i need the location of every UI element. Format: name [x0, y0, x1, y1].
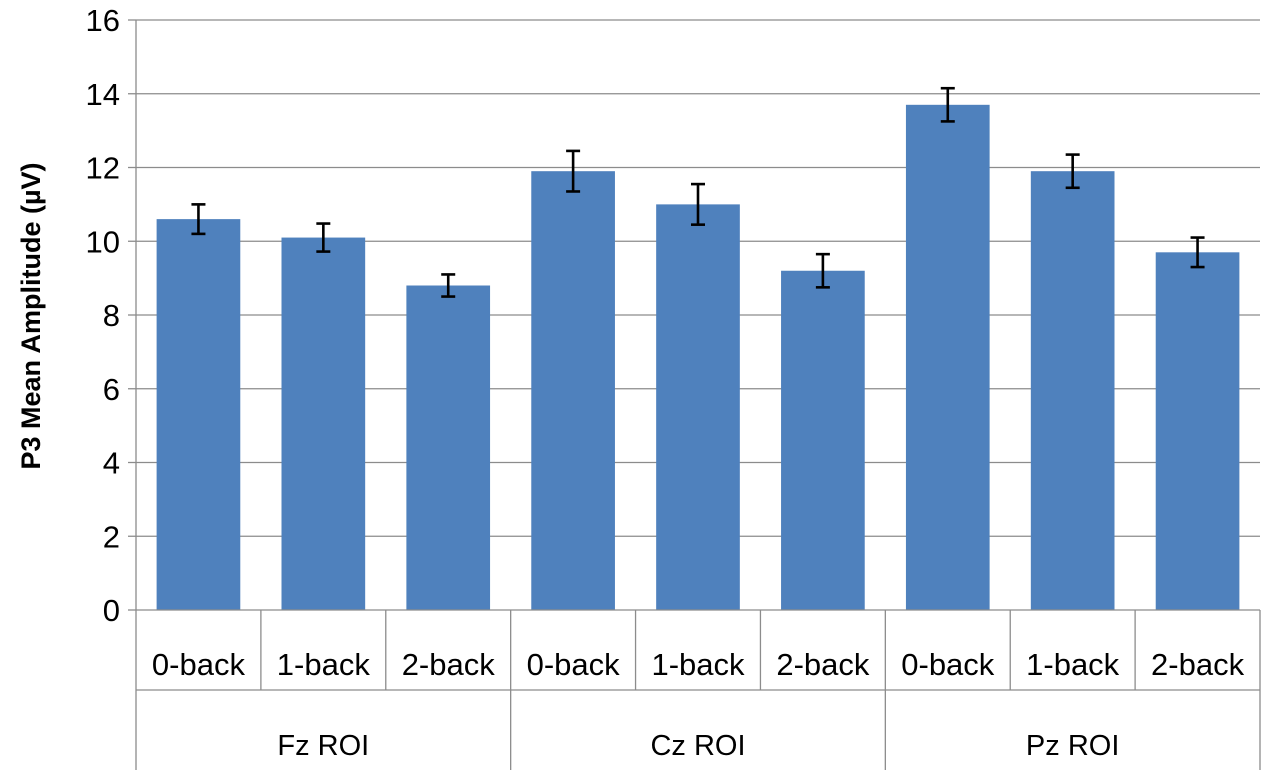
x-group-label: Fz ROI	[277, 730, 369, 762]
bar-fz-roi-1-back	[281, 237, 366, 610]
error-bar	[316, 222, 331, 253]
x-group-label: Pz ROI	[1026, 730, 1119, 762]
x-category-label: 2-back	[776, 647, 870, 682]
error-bar	[1065, 153, 1080, 190]
error-bar	[191, 203, 206, 236]
y-tick-label: 4	[103, 446, 120, 481]
error-bar	[815, 252, 830, 289]
axes	[135, 20, 1261, 770]
y-tick-label: 10	[86, 224, 120, 259]
y-tick-label: 2	[103, 519, 120, 554]
bars	[156, 104, 1240, 610]
x-category-label: 0-back	[901, 647, 995, 682]
bar-pz-roi-2-back	[1155, 252, 1240, 610]
error-bar	[691, 182, 705, 226]
y-tick-label: 16	[86, 3, 120, 38]
y-tick-label: 6	[103, 372, 120, 407]
x-category-label: 2-back	[1151, 647, 1245, 682]
bar-fz-roi-2-back	[406, 285, 491, 610]
error-bar	[940, 86, 955, 123]
y-tick-label: 12	[86, 151, 120, 186]
bar-pz-roi-1-back	[1030, 171, 1115, 610]
error-bar	[441, 273, 456, 298]
x-category-label: 0-back	[527, 647, 621, 682]
x-axis-categories: 0-back 1-back 2-back 0-back 1-back 2-back 0-ba…	[152, 647, 1245, 682]
bar-pz-roi-0-back	[905, 104, 990, 610]
bar-cz-roi-1-back	[656, 204, 740, 610]
bar-cz-roi-0-back	[531, 171, 615, 610]
x-category-label: 1-back	[651, 647, 745, 682]
x-axis-groups: Fz ROI Cz ROI Pz ROI	[277, 730, 1119, 762]
bar-fz-roi-0-back	[156, 219, 241, 610]
x-category-label: 2-back	[402, 647, 496, 682]
error-bar	[1190, 236, 1205, 269]
x-category-label: 0-back	[152, 647, 246, 682]
y-tick-label: 0	[103, 593, 120, 628]
x-category-label: 1-back	[1026, 647, 1120, 682]
x-group-label: Cz ROI	[650, 730, 745, 762]
y-tick-label: 8	[103, 298, 120, 333]
x-category-label: 1-back	[277, 647, 371, 682]
y-tick-label: 14	[86, 77, 120, 112]
error-bar	[566, 149, 581, 193]
y-axis-label: P3 Mean Amplitude (µV)	[16, 162, 46, 469]
y-axis-ticks: 0 2 4 6 8 10 12 14 16	[86, 3, 136, 628]
error-bars	[191, 86, 1205, 298]
bar-cz-roi-2-back	[781, 270, 865, 610]
